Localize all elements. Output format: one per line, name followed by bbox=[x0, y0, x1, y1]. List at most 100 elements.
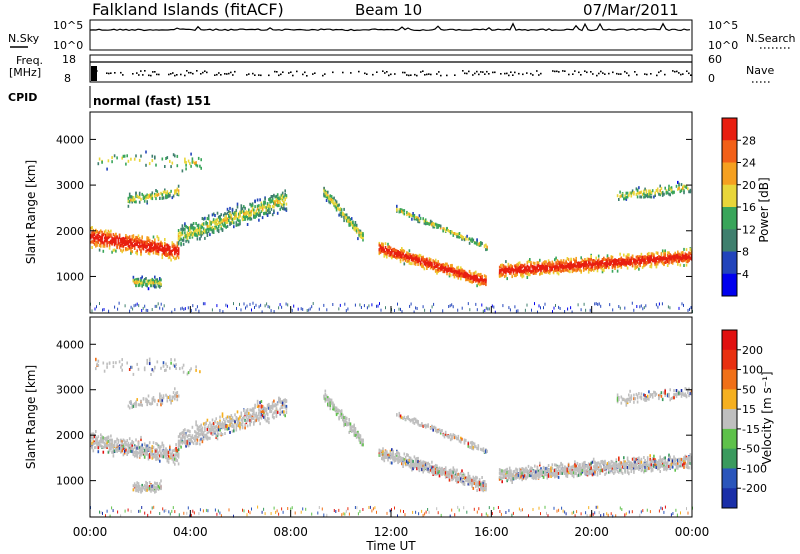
echo-cell bbox=[150, 446, 152, 450]
echo-cell bbox=[147, 455, 150, 459]
echo-cell bbox=[271, 415, 274, 419]
echo-cell bbox=[560, 263, 562, 267]
echo-cell bbox=[185, 161, 187, 164]
echo-cell bbox=[462, 270, 465, 274]
echo-cell bbox=[126, 453, 128, 456]
echo-cell bbox=[159, 398, 161, 401]
echo-cell bbox=[199, 433, 201, 437]
echo-cell bbox=[177, 446, 180, 449]
echo-cell bbox=[485, 306, 487, 310]
echo-cell bbox=[337, 207, 339, 210]
echo-cell bbox=[93, 242, 96, 246]
echo-cell bbox=[379, 302, 380, 306]
echo-cell bbox=[645, 256, 648, 260]
echo-cell bbox=[592, 268, 595, 272]
echo-cell bbox=[177, 241, 180, 245]
echo-cell bbox=[628, 193, 630, 197]
echo-cell bbox=[253, 211, 255, 215]
echo-cell bbox=[162, 444, 165, 448]
echo-cell bbox=[243, 409, 245, 413]
echo-cell bbox=[353, 433, 355, 437]
echo-cell bbox=[177, 184, 180, 188]
echo-cell bbox=[452, 267, 455, 271]
echo-cell bbox=[442, 227, 444, 231]
echo-cell bbox=[249, 421, 251, 425]
echo-cell bbox=[350, 426, 353, 430]
echo-cell bbox=[194, 226, 196, 230]
echo-cell bbox=[605, 264, 608, 268]
nave-dot bbox=[228, 72, 230, 75]
echo-cell bbox=[515, 274, 517, 278]
echo-cell bbox=[598, 302, 600, 306]
echo-cell bbox=[201, 429, 204, 433]
echo-cell bbox=[175, 448, 177, 452]
echo-cell bbox=[635, 262, 638, 266]
echo-cell bbox=[502, 265, 505, 269]
echo-cell bbox=[284, 414, 286, 418]
echo-cell bbox=[503, 265, 506, 269]
nave-dot bbox=[538, 74, 540, 76]
echo-cell bbox=[646, 253, 649, 257]
echo-cell bbox=[475, 279, 477, 283]
echo-cell bbox=[137, 195, 140, 199]
echo-cell bbox=[202, 431, 205, 435]
echo-cell bbox=[175, 453, 177, 457]
echo-cell bbox=[657, 305, 659, 309]
echo-cell bbox=[673, 190, 675, 194]
echo-cell bbox=[210, 429, 212, 433]
echo-cell bbox=[267, 305, 269, 309]
nave-dot bbox=[254, 74, 256, 76]
echo-cell bbox=[138, 304, 140, 308]
echo-cell bbox=[529, 258, 531, 261]
echo-cell bbox=[241, 420, 244, 424]
echo-cell bbox=[472, 238, 475, 242]
echo-cell bbox=[264, 414, 266, 418]
echo-cell bbox=[230, 424, 233, 428]
echo-cell bbox=[194, 230, 196, 233]
echo-cell bbox=[245, 415, 248, 419]
echo-cell bbox=[122, 244, 125, 248]
nave-dot bbox=[192, 72, 194, 75]
echo-cell bbox=[167, 450, 170, 454]
echo-cell bbox=[150, 278, 152, 282]
echo-cell bbox=[597, 261, 600, 264]
echo-cell bbox=[159, 196, 161, 200]
echo-cell bbox=[155, 193, 157, 197]
echo-cell bbox=[95, 230, 97, 234]
echo-cell bbox=[544, 260, 546, 264]
echo-cell bbox=[442, 309, 444, 313]
nave-dot bbox=[408, 74, 410, 77]
echo-cell bbox=[467, 278, 470, 282]
echo-cell bbox=[525, 266, 527, 270]
echo-cell bbox=[261, 207, 264, 211]
echo-cell bbox=[161, 244, 164, 248]
echo-cell bbox=[249, 202, 251, 206]
echo-cell bbox=[683, 255, 685, 259]
echo-cell bbox=[677, 256, 679, 260]
echo-cell bbox=[271, 199, 274, 203]
echo-cell bbox=[540, 306, 541, 310]
echo-cell bbox=[160, 452, 162, 456]
echo-cell bbox=[462, 274, 465, 278]
echo-cell bbox=[174, 257, 176, 261]
echo-cell bbox=[576, 268, 579, 272]
echo-cell bbox=[241, 416, 244, 420]
echo-cell bbox=[521, 273, 523, 277]
nave-label: Nave bbox=[746, 64, 774, 77]
echo-cell bbox=[176, 449, 179, 452]
echo-cell bbox=[648, 259, 650, 262]
echo-cell bbox=[204, 236, 206, 240]
echo-cell bbox=[249, 408, 251, 412]
echo-cell bbox=[547, 263, 550, 267]
echo-cell bbox=[347, 422, 349, 426]
echo-cell bbox=[547, 261, 550, 265]
echo-cell bbox=[266, 302, 268, 306]
echo-cell bbox=[273, 201, 275, 205]
echo-cell bbox=[138, 195, 141, 199]
echo-cell bbox=[128, 444, 131, 448]
echo-cell bbox=[537, 261, 540, 265]
echo-cell bbox=[145, 244, 147, 248]
echo-cell bbox=[620, 263, 623, 267]
echo-cell bbox=[483, 278, 486, 282]
echo-cell bbox=[236, 424, 239, 428]
